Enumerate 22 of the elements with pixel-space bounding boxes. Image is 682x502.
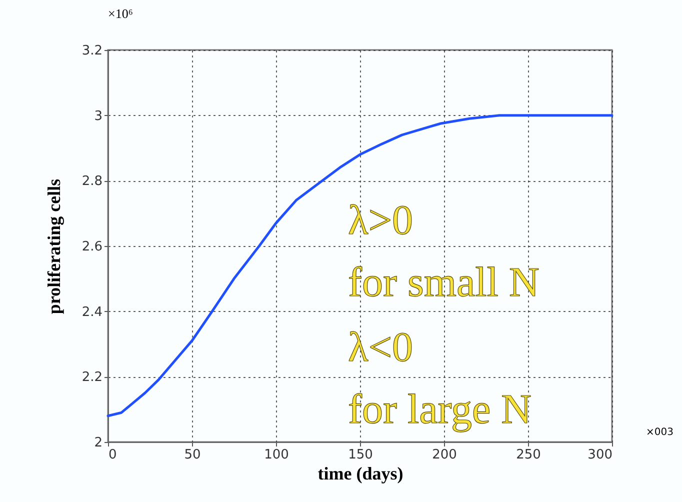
y-tick-label: 2 bbox=[94, 436, 102, 450]
x-tick-label: 100 bbox=[264, 448, 289, 462]
x-tick-label: 150 bbox=[348, 448, 373, 462]
annotation: λ<0 bbox=[348, 325, 414, 371]
text: ×003 bbox=[646, 427, 674, 438]
x-tick-label: 0 bbox=[108, 448, 117, 462]
annotation: for small N bbox=[348, 260, 540, 306]
x-tick-label: 250 bbox=[516, 448, 541, 462]
y-tick-label: 2.4 bbox=[82, 304, 102, 320]
annotation: λ>0 bbox=[348, 198, 414, 244]
annotation: for large N bbox=[348, 387, 532, 433]
y-axis-title: proliferating cells bbox=[44, 178, 64, 314]
x-tick-label: 300 bbox=[588, 448, 612, 462]
y-tick-label: 2.8 bbox=[82, 174, 102, 190]
x-axis-title: time (days) bbox=[318, 464, 404, 484]
x-tick-label: 50 bbox=[184, 448, 201, 462]
y-tick-label: 2.2 bbox=[82, 370, 102, 386]
text: ×10⁶ bbox=[108, 6, 133, 21]
y-tick-label: 3.2 bbox=[82, 44, 102, 58]
y-tick-label: 2.6 bbox=[82, 240, 102, 254]
x-tick-label: 200 bbox=[432, 448, 457, 462]
y-tick-label: 3 bbox=[94, 108, 102, 124]
